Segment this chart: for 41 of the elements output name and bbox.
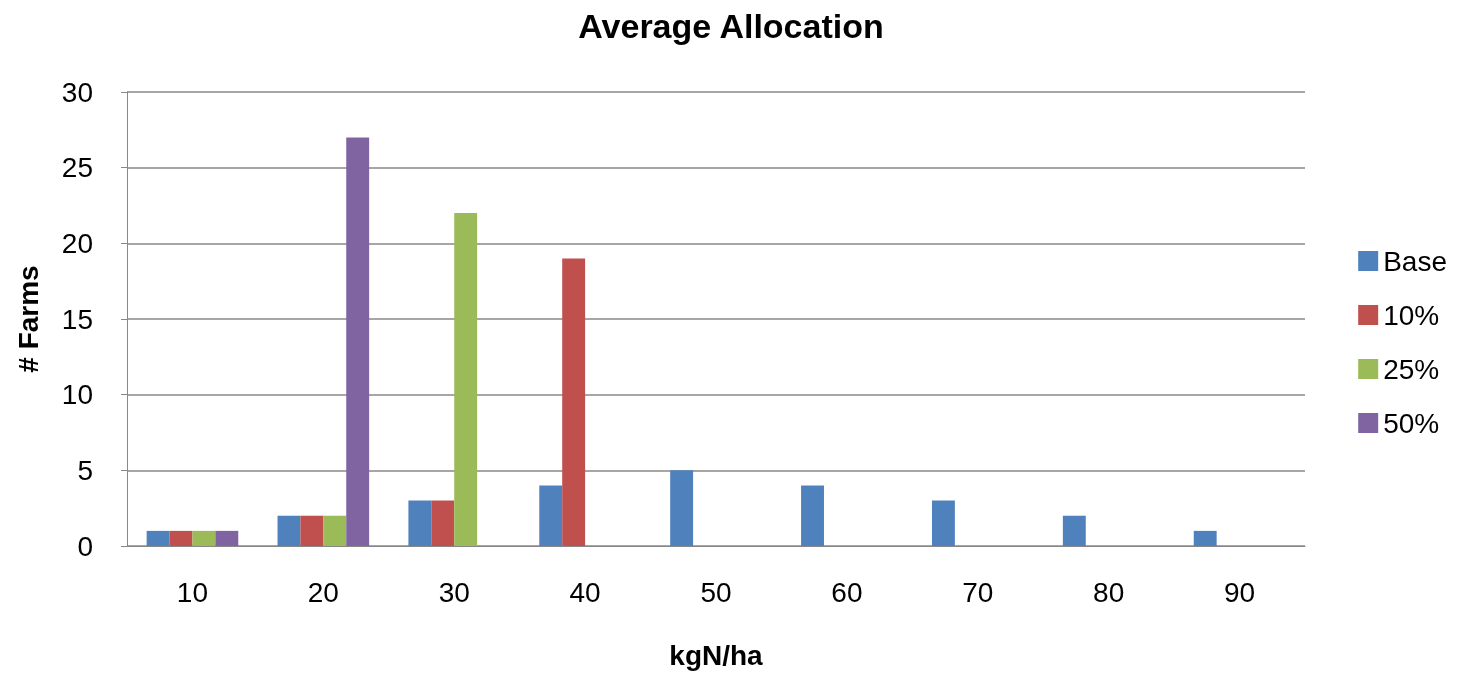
- bar: [539, 485, 563, 546]
- y-axis-title: # Farms: [12, 265, 44, 373]
- x-tick-label: 40: [569, 576, 601, 608]
- y-tick-label: 30: [61, 76, 93, 108]
- legend-label: Base: [1383, 245, 1448, 277]
- legend-label: 10%: [1383, 299, 1440, 331]
- bar: [931, 500, 955, 546]
- legend-label: 50%: [1383, 407, 1440, 439]
- bar: [146, 530, 170, 546]
- bar: [431, 500, 455, 546]
- bar: [192, 530, 216, 546]
- x-tick-label: 70: [962, 576, 994, 608]
- bar: [323, 515, 347, 546]
- legend-label: 25%: [1383, 353, 1440, 385]
- x-tick-label: 60: [831, 576, 863, 608]
- bar: [562, 258, 586, 546]
- bar: [346, 137, 370, 546]
- y-tick-label: 25: [61, 152, 93, 184]
- y-tick-label: 15: [61, 303, 93, 335]
- bar: [169, 530, 193, 546]
- x-tick-label: 30: [438, 576, 470, 608]
- y-tick-label: 10: [61, 379, 93, 411]
- x-tick-label: 90: [1223, 576, 1256, 608]
- x-tick-label: 10: [176, 576, 209, 608]
- bar: [215, 530, 239, 546]
- bar: [1193, 530, 1217, 546]
- bar: [408, 500, 432, 546]
- y-tick-label: 5: [77, 454, 93, 486]
- chart-title: Average Allocation: [578, 7, 884, 45]
- bar: [670, 470, 694, 546]
- y-tick-label: 0: [77, 530, 93, 562]
- y-tick-label: 20: [61, 227, 93, 259]
- bar: [277, 515, 301, 546]
- x-tick-label: 50: [700, 576, 732, 608]
- bar: [801, 485, 824, 546]
- x-axis-title: kgN/ha: [669, 639, 764, 671]
- bar: [1062, 515, 1086, 546]
- x-tick-label: 20: [307, 576, 339, 608]
- bar: [300, 515, 324, 546]
- x-tick-label: 80: [1093, 576, 1125, 608]
- bar: [454, 213, 478, 546]
